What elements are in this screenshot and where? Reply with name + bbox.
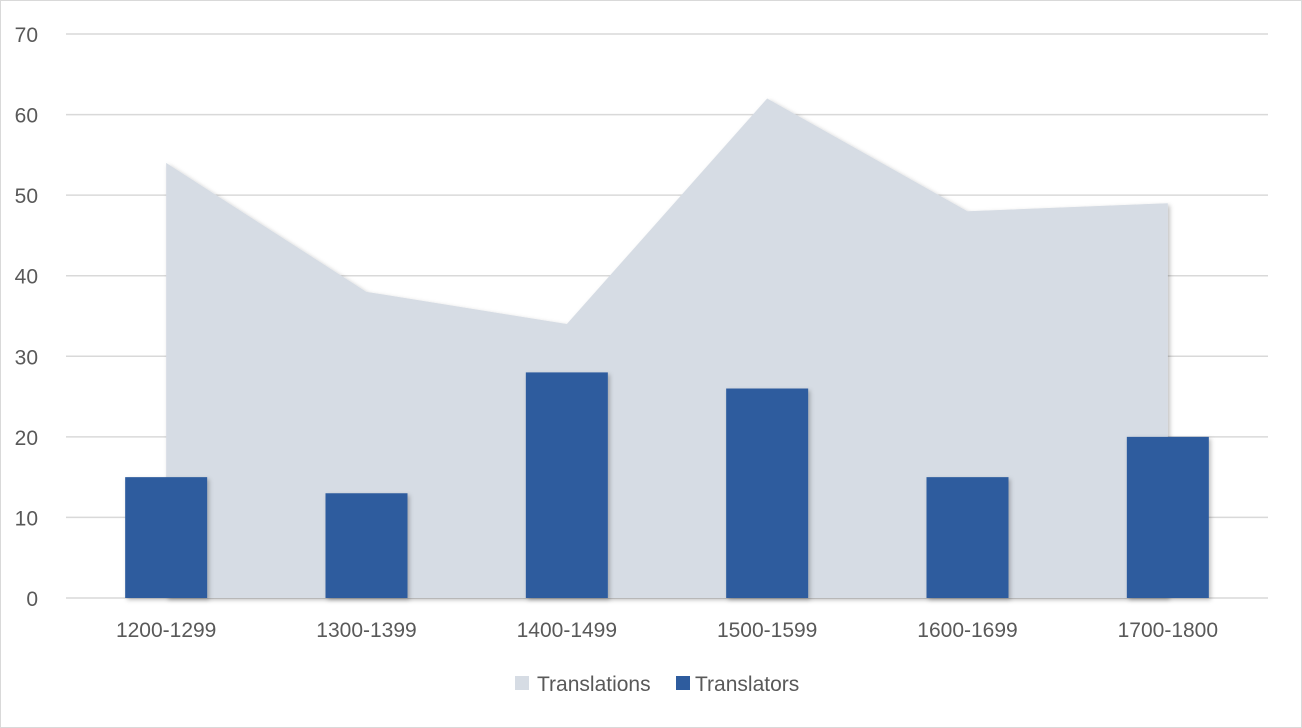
translators-bar xyxy=(726,388,809,598)
y-tick-label: 0 xyxy=(26,588,38,611)
translators-bar xyxy=(325,493,408,598)
x-axis-ticks: 1200-1299 1300-1399 1400-1499 1500-1599 1600… xyxy=(116,619,1218,642)
x-tick-label: 1500-1599 xyxy=(717,619,817,642)
legend-swatch-translators xyxy=(676,676,690,690)
translations-area-layer xyxy=(166,98,1168,598)
x-tick-label: 1400-1499 xyxy=(517,619,617,642)
y-axis-ticks: 0 10 20 30 40 50 60 70 xyxy=(15,24,38,611)
translations-area xyxy=(166,98,1168,598)
x-tick-label: 1600-1699 xyxy=(917,619,1017,642)
translators-bar xyxy=(125,477,208,598)
legend-swatch-translations xyxy=(515,676,529,690)
translators-bar xyxy=(926,477,1009,598)
legend: Translations Translators xyxy=(515,673,799,696)
legend-label-translations: Translations xyxy=(537,673,651,696)
translators-bar xyxy=(525,372,608,598)
x-tick-label: 1700-1800 xyxy=(1118,619,1218,642)
translators-bar-layer xyxy=(125,372,1209,598)
y-tick-label: 50 xyxy=(15,185,38,208)
y-tick-label: 60 xyxy=(15,105,38,128)
y-tick-label: 40 xyxy=(15,266,38,289)
y-tick-label: 70 xyxy=(15,24,38,47)
x-tick-label: 1200-1299 xyxy=(116,619,216,642)
y-tick-label: 20 xyxy=(15,427,38,450)
y-tick-label: 10 xyxy=(15,507,38,530)
x-tick-label: 1300-1399 xyxy=(316,619,416,642)
y-tick-label: 30 xyxy=(15,346,38,369)
legend-label-translators: Translators xyxy=(695,673,799,696)
translators-bar xyxy=(1126,436,1209,598)
